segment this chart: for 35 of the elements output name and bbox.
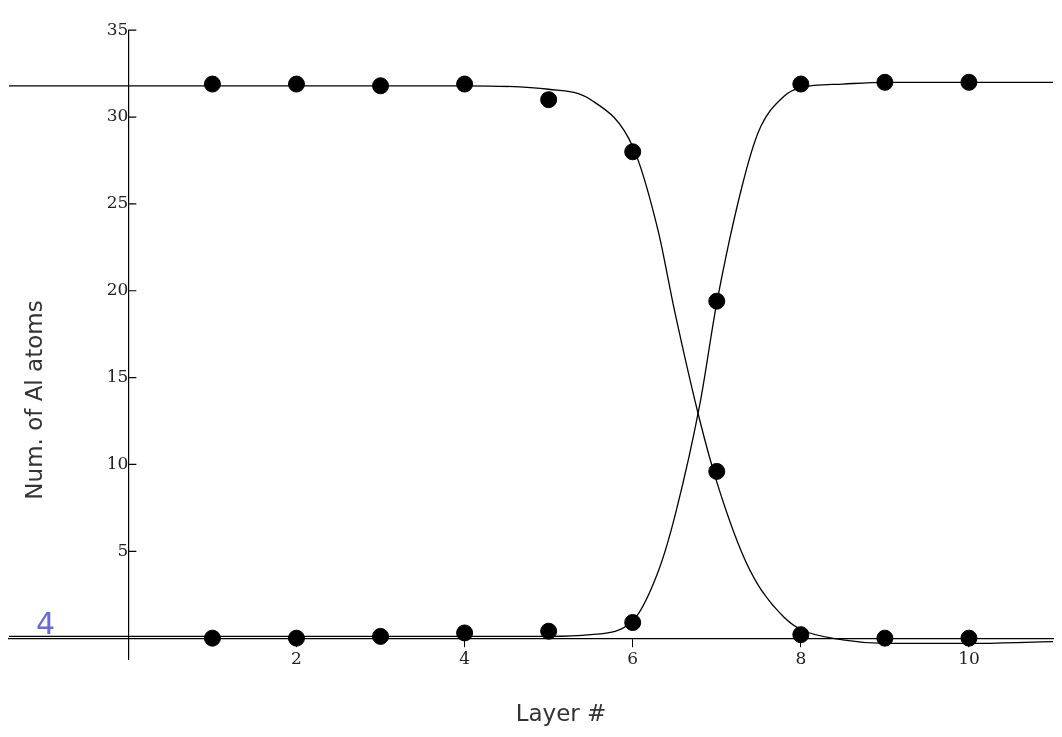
point bbox=[203, 629, 221, 647]
point bbox=[792, 75, 810, 93]
y-tick-label: 10 bbox=[106, 452, 129, 473]
point bbox=[792, 626, 810, 644]
y-tick-label: 25 bbox=[106, 192, 129, 213]
point bbox=[960, 629, 978, 647]
point bbox=[876, 629, 894, 647]
point bbox=[287, 75, 305, 93]
point bbox=[708, 292, 726, 310]
x-tick-label: 8 bbox=[795, 647, 807, 668]
point bbox=[456, 624, 474, 642]
point bbox=[540, 91, 558, 109]
point bbox=[456, 75, 474, 93]
point bbox=[372, 627, 390, 645]
point bbox=[624, 143, 642, 161]
y-axis-title: Num. of Al atoms bbox=[21, 300, 47, 500]
annotation: 4 bbox=[36, 606, 56, 641]
x-tick-label: 2 bbox=[291, 647, 302, 668]
y-tick-label: 15 bbox=[106, 366, 129, 387]
point bbox=[372, 77, 390, 95]
point bbox=[624, 614, 642, 632]
y-tick-label: 5 bbox=[117, 539, 129, 560]
point bbox=[708, 462, 726, 480]
x-tick-label: 10 bbox=[958, 647, 980, 668]
x-tick-label: 6 bbox=[627, 647, 639, 668]
point bbox=[960, 73, 978, 91]
point bbox=[287, 629, 305, 647]
point bbox=[876, 73, 894, 91]
x-tick-label: 4 bbox=[459, 647, 471, 668]
y-tick-label: 35 bbox=[106, 18, 129, 39]
x-axis-title: Layer # bbox=[514, 700, 608, 726]
point bbox=[540, 622, 558, 640]
point bbox=[203, 75, 221, 93]
y-tick-label: 20 bbox=[106, 279, 129, 300]
y-tick-label: 30 bbox=[106, 105, 129, 126]
